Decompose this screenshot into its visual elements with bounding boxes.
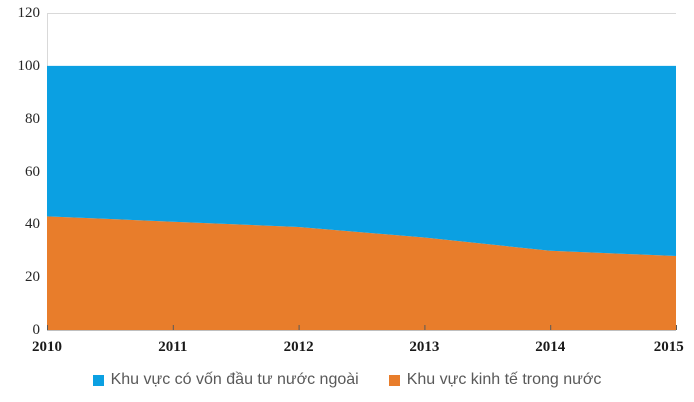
- legend-item: Khu vực kinh tế trong nước: [388, 371, 602, 389]
- x-axis-tick-label: 2013: [409, 339, 440, 355]
- x-axis-tick-label: 2011: [158, 339, 188, 355]
- x-axis-tick-label: 2014: [535, 339, 566, 355]
- y-axis-tick-label: 0: [32, 322, 41, 338]
- legend-marker-icon: [388, 375, 400, 386]
- y-axis-tick-label: 20: [25, 269, 40, 286]
- x-axis-tick-label: 2012: [283, 339, 314, 355]
- x-axis-tick-label: 2010: [32, 339, 62, 355]
- y-axis-tick-label: 120: [17, 5, 41, 21]
- x-axis-tick-label: 2015: [653, 339, 684, 355]
- legend-label: Khu vực có vốn đầu tư nước ngoài: [110, 371, 359, 388]
- y-axis-tick-label: 60: [25, 163, 40, 180]
- y-axis-tick-label: 100: [17, 57, 41, 74]
- legend-item: Khu vực có vốn đầu tư nước ngoài: [92, 371, 359, 389]
- chart-legend: Khu vực có vốn đầu tư nước ngoài Khu vực …: [0, 371, 694, 389]
- y-axis-tick-label: 40: [25, 216, 40, 233]
- y-axis-tick-label: 80: [25, 110, 40, 127]
- legend-label: Khu vực kinh tế trong nước: [406, 371, 602, 388]
- legend-marker-icon: [92, 375, 104, 386]
